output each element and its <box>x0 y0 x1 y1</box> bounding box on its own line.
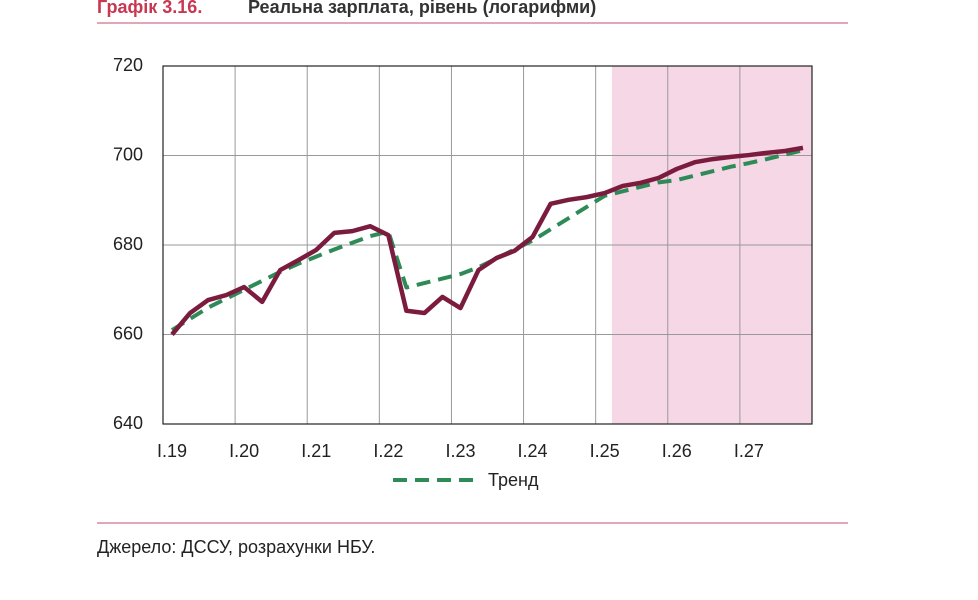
x-tick-label: I.23 <box>445 441 475 461</box>
x-tick-label: I.27 <box>734 441 764 461</box>
x-tick-label: I.25 <box>590 441 620 461</box>
y-tick-label: 640 <box>113 413 143 433</box>
source: Джерело: ДССУ, розрахунки НБУ. <box>97 537 375 557</box>
x-tick-label: I.24 <box>518 441 548 461</box>
y-tick-label: 700 <box>113 144 143 164</box>
x-tick-label: I.19 <box>157 441 187 461</box>
x-tick-label: I.26 <box>662 441 692 461</box>
x-tick-label: I.22 <box>373 441 403 461</box>
chart-title: Реальна зарплата, рівень (логарифми) <box>248 0 596 17</box>
x-tick-label: I.21 <box>301 441 331 461</box>
y-tick-label: 680 <box>113 234 143 254</box>
legend-label: Тренд <box>488 470 539 490</box>
plot-frame <box>162 65 813 425</box>
y-tick-label: 720 <box>113 55 143 75</box>
y-tick-label: 660 <box>113 323 143 343</box>
x-tick-label: I.20 <box>229 441 259 461</box>
chart-title-number: Графік 3.16. <box>97 0 202 17</box>
data-line <box>170 145 804 336</box>
